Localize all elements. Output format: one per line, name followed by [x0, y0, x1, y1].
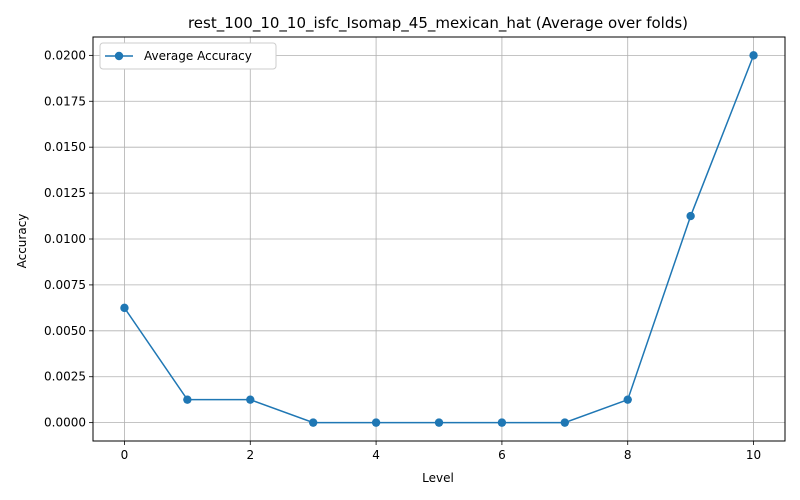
y-tick-label: 0.0175	[44, 94, 86, 108]
y-tick-label: 0.0100	[44, 232, 86, 246]
data-point	[434, 418, 444, 427]
data-point	[308, 418, 318, 427]
data-point	[371, 418, 381, 427]
data-point	[623, 395, 632, 404]
data-point	[560, 418, 570, 427]
x-tick-label: 8	[624, 448, 632, 462]
y-tick-label: 0.0200	[44, 48, 86, 62]
data-point	[183, 395, 192, 404]
legend-box	[99, 42, 277, 70]
y-tick-label: 0.0150	[44, 140, 86, 154]
y-tick-label: 0.0075	[44, 278, 86, 292]
x-tick-label: 4	[372, 448, 380, 462]
y-axis-label: Accuracy	[15, 214, 29, 269]
chart-title: rest_100_10_10_isfc_Isomap_45_mexican_ha…	[188, 14, 688, 33]
x-tick-label: 2	[246, 448, 254, 462]
grid-lines	[93, 37, 785, 441]
legend: Average Accuracy	[99, 42, 277, 70]
y-tick-label: 0.0050	[44, 324, 86, 338]
plot-area	[120, 51, 758, 427]
y-tick-label: 0.0125	[44, 186, 86, 200]
data-point	[749, 51, 758, 60]
legend-marker-swatch	[114, 51, 124, 61]
legend-label: Average Accuracy	[144, 49, 252, 63]
x-tick-label: 10	[746, 448, 761, 462]
x-tick-label: 6	[498, 448, 506, 462]
data-point	[497, 418, 507, 427]
y-tick-label: 0.0025	[44, 370, 86, 384]
x-tick-label: 0	[121, 448, 129, 462]
y-tick-label: 0.0000	[44, 416, 86, 430]
data-point	[120, 303, 129, 313]
data-point	[686, 211, 695, 221]
x-axis-label: Level	[422, 471, 454, 485]
data-point	[246, 395, 255, 404]
axis-ticks: 0 2 4 6 8 10 0.0000 0.0025 0.0050 0.0075 0.0100 0.0…	[44, 48, 761, 462]
